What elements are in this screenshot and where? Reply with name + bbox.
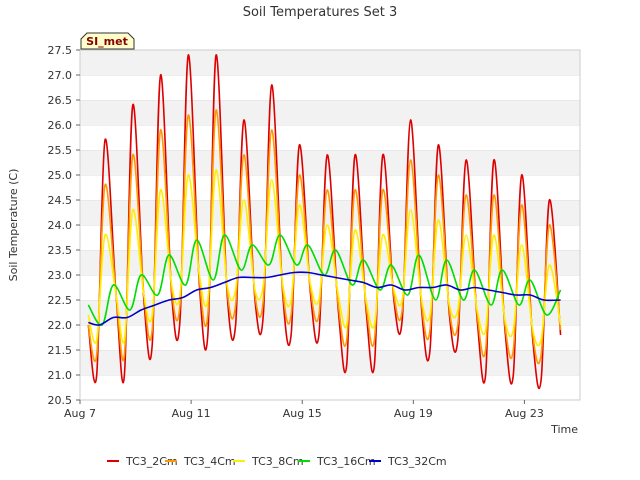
x-axis-ticks: Aug 7 Aug 11 Aug 15 Aug 19 Aug 23 bbox=[64, 400, 544, 420]
y-tick-label: 25.5 bbox=[48, 144, 73, 157]
series-lines bbox=[87, 54, 562, 389]
grid-band bbox=[80, 325, 580, 350]
y-tick-label: 23.5 bbox=[48, 244, 73, 257]
x-tick-label: Aug 7 bbox=[64, 407, 96, 420]
x-tick-label: Aug 11 bbox=[172, 407, 211, 420]
y-tick-label: 25.0 bbox=[48, 169, 73, 182]
site-badge-label: SI_met bbox=[86, 35, 128, 48]
grid-band bbox=[80, 375, 580, 400]
y-tick-label: 24.0 bbox=[48, 219, 73, 232]
series-line-tc3-8cm bbox=[87, 169, 562, 347]
y-tick-label: 27.5 bbox=[48, 44, 73, 57]
chart-title: Soil Temperatures Set 3 bbox=[243, 5, 398, 20]
x-tick-label: Aug 15 bbox=[283, 407, 322, 420]
grid-band bbox=[80, 125, 580, 150]
grid-band bbox=[80, 100, 580, 125]
grid-band bbox=[80, 75, 580, 100]
grid-band bbox=[80, 50, 580, 75]
y-tick-label: 26.0 bbox=[48, 119, 73, 132]
legend-label: TC3_4Cm bbox=[183, 455, 236, 468]
legend-label: TC3_8Cm bbox=[251, 455, 304, 468]
y-tick-label: 26.5 bbox=[48, 94, 73, 107]
y-tick-label: 27.0 bbox=[48, 69, 73, 82]
y-tick-label: 22.5 bbox=[48, 294, 73, 307]
grid-band bbox=[80, 300, 580, 325]
series-line-tc3-4cm bbox=[87, 109, 562, 365]
legend-label: TC3_16Cm bbox=[316, 455, 376, 468]
site-badge-shape bbox=[80, 32, 135, 50]
y-tick-label: 24.5 bbox=[48, 194, 73, 207]
y-axis-ticks: 20.5 21.0 21.5 22.0 22.5 23.0 23.5 24.0 24.5 25.0… bbox=[48, 44, 80, 407]
legend-label: TC3_32Cm bbox=[387, 455, 447, 468]
series-line-tc3-2cm bbox=[87, 54, 562, 389]
y-tick-label: 21.5 bbox=[48, 344, 73, 357]
grid-band bbox=[80, 350, 580, 375]
y-tick-label: 20.5 bbox=[48, 394, 73, 407]
legend-label: TC3_2Cm bbox=[125, 455, 178, 468]
y-tick-label: 23.0 bbox=[48, 269, 73, 282]
x-tick-label: Aug 19 bbox=[394, 407, 433, 420]
series-line-tc3-32cm bbox=[88, 271, 561, 326]
legend: TC3_2Cm TC3_4Cm TC3_8Cm TC3_16Cm TC3_32Cm bbox=[107, 455, 447, 468]
y-tick-label: 22.0 bbox=[48, 319, 73, 332]
y-axis-label: Soil Temperature (C) bbox=[7, 169, 20, 282]
x-axis-label: Time bbox=[550, 423, 578, 436]
y-tick-label: 21.0 bbox=[48, 369, 73, 382]
x-tick-label: Aug 23 bbox=[505, 407, 544, 420]
site-badge: SI_met bbox=[80, 32, 135, 50]
